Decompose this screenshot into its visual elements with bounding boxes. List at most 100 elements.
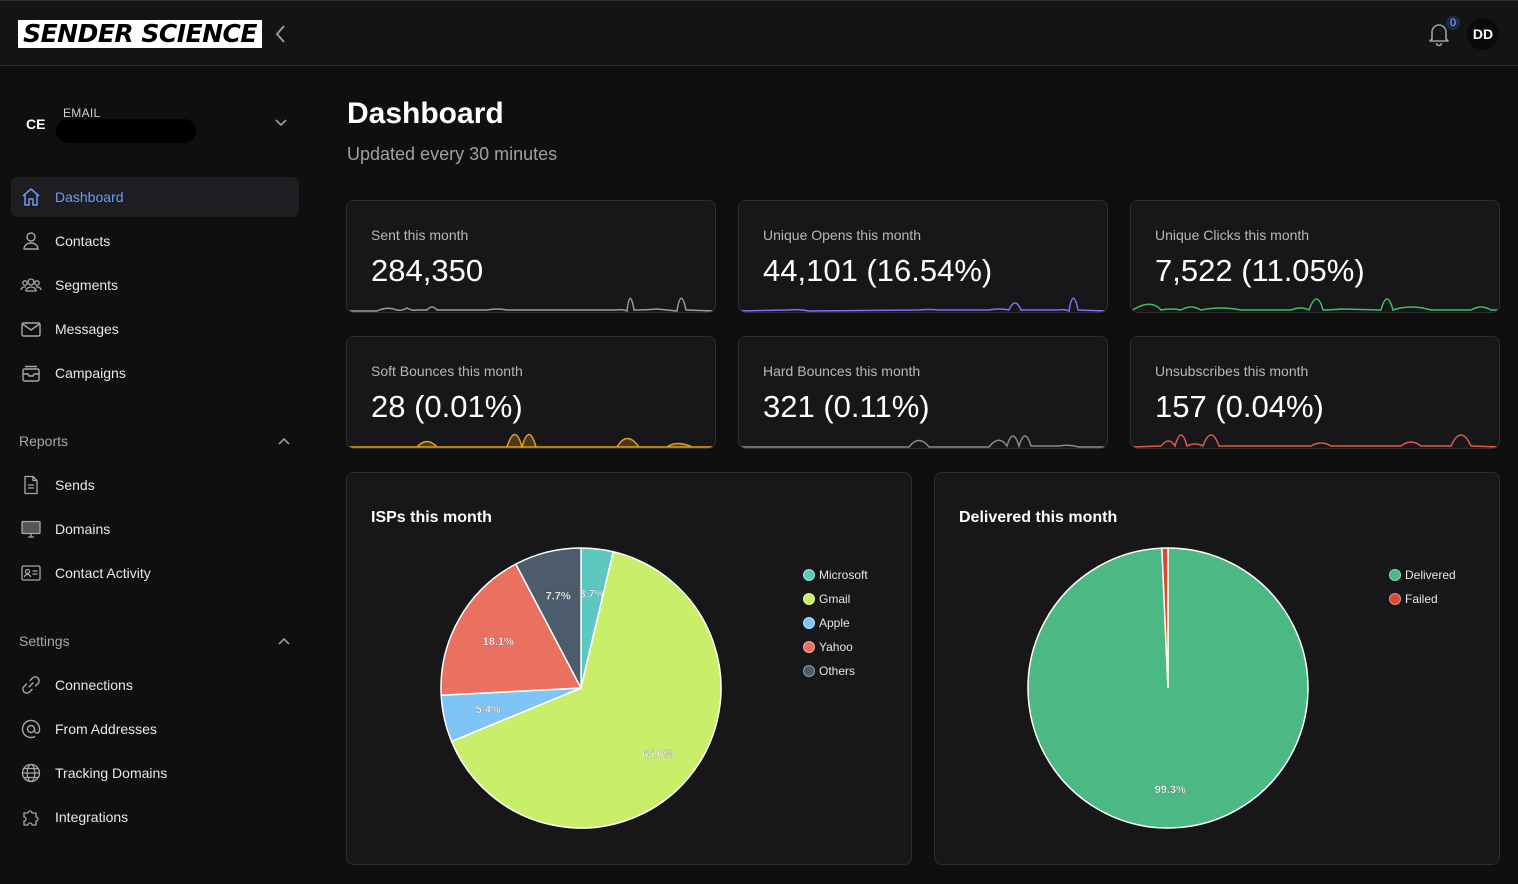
stat-label: Unsubscribes this month	[1155, 363, 1309, 379]
pie-slice-others[interactable]	[514, 547, 582, 689]
legend-swatch	[803, 617, 815, 629]
page-title: Dashboard	[347, 97, 504, 130]
legend-label: Gmail	[819, 592, 851, 606]
stat-label: Soft Bounces this month	[371, 363, 523, 379]
sidebar-item-connections[interactable]: Connections	[11, 665, 299, 705]
stat-label: Sent this month	[371, 227, 469, 243]
sidebar-item-dashboard[interactable]: Dashboard	[11, 177, 299, 217]
monitor-icon	[20, 518, 42, 540]
legend-item-others[interactable]: Others	[803, 659, 868, 683]
sidebar-item-label: Campaigns	[55, 365, 126, 381]
settings-section-label: Settings	[19, 633, 70, 649]
pie-data-label: 65.0%	[642, 748, 673, 760]
at-sign-icon	[20, 718, 42, 740]
stat-card-soft-bounces: Soft Bounces this month 28 (0.01%)	[346, 336, 716, 449]
chevron-left-icon	[275, 25, 285, 43]
sidebar-item-integrations[interactable]: Integrations	[11, 797, 299, 837]
stat-value: 7,522 (11.05%)	[1155, 253, 1365, 288]
account-name-redacted	[56, 119, 196, 143]
stat-card-unique-opens: Unique Opens this month 44,101 (16.54%)	[738, 200, 1108, 313]
logo[interactable]: SENDER SCIENCE	[18, 20, 262, 48]
legend-item-delivered[interactable]: Delivered	[1389, 563, 1456, 587]
sidebar-item-domains[interactable]: Domains	[11, 509, 299, 549]
user-avatar[interactable]: DD	[1467, 18, 1499, 50]
legend-label: Microsoft	[819, 568, 868, 582]
sidebar-item-label: Messages	[55, 321, 119, 337]
legend-item-microsoft[interactable]: Microsoft	[803, 563, 868, 587]
account-selector[interactable]: CE EMAIL	[12, 101, 298, 149]
account-label: EMAIL	[63, 106, 101, 120]
page-subtitle: Updated every 30 minutes	[347, 144, 558, 164]
chart-title: ISPs this month	[371, 509, 492, 526]
link-icon	[20, 674, 42, 696]
sidebar-item-messages[interactable]: Messages	[11, 309, 299, 349]
envelope-icon	[20, 318, 42, 340]
notification-count-badge: 0	[1446, 16, 1460, 30]
chevron-up-icon	[278, 637, 290, 645]
inbox-tray-icon	[20, 362, 42, 384]
stat-label: Unique Clicks this month	[1155, 227, 1310, 243]
sidebar-item-label: Contacts	[55, 233, 111, 249]
stat-value: 284,350	[371, 253, 484, 288]
chevron-up-icon	[278, 437, 290, 445]
id-card-icon	[20, 562, 42, 584]
notifications-button[interactable]	[1426, 21, 1452, 47]
sidebar-item-label: Tracking Domains	[55, 765, 168, 781]
users-group-icon	[20, 274, 42, 296]
stat-card-hard-bounces: Hard Bounces this month 321 (0.11%)	[738, 336, 1108, 449]
stat-value: 157 (0.04%)	[1155, 389, 1324, 424]
delivered-chart-card: Delivered this month 99.3% Delivered Fail…	[934, 472, 1500, 865]
sidebar-item-from-addresses[interactable]: From Addresses	[11, 709, 299, 749]
top-bar: SENDER SCIENCE 0 DD	[0, 0, 1518, 66]
pie-data-label: 7.7%	[546, 591, 571, 603]
sidebar-item-campaigns[interactable]: Campaigns	[11, 353, 299, 393]
sparkline	[1131, 298, 1499, 312]
user-icon	[20, 230, 42, 252]
reports-section-label: Reports	[19, 433, 69, 449]
sidebar-item-label: Segments	[55, 277, 119, 293]
sidebar-item-sends[interactable]: Sends	[11, 465, 299, 505]
pie-data-label: 5.4%	[476, 704, 501, 716]
reports-section-toggle[interactable]: Reports	[19, 431, 291, 451]
sidebar-item-label: Connections	[55, 677, 133, 693]
sparkline	[347, 433, 715, 448]
stat-card-unsubscribes: Unsubscribes this month 157 (0.04%)	[1130, 336, 1500, 449]
settings-section-toggle[interactable]: Settings	[19, 631, 291, 651]
stat-label: Unique Opens this month	[763, 227, 921, 243]
pie-slice-yahoo[interactable]	[440, 563, 583, 697]
puzzle-icon	[20, 806, 42, 828]
legend-swatch	[803, 593, 815, 605]
sparkline	[1131, 434, 1499, 448]
pie-data-label: 99.3%	[1155, 784, 1186, 796]
isp-pie-chart: 3.7% 65.0% 5.4% 18.1% 7.7%	[440, 547, 722, 829]
sidebar-item-contact-activity[interactable]: Contact Activity	[11, 553, 299, 593]
collapse-sidebar-button[interactable]	[270, 23, 290, 45]
sidebar-item-tracking-domains[interactable]: Tracking Domains	[11, 753, 299, 793]
pie-slice-gmail[interactable]	[450, 550, 722, 829]
legend-swatch	[803, 641, 815, 653]
stat-card-sent: Sent this month 284,350	[346, 200, 716, 313]
legend-label: Yahoo	[819, 640, 853, 654]
legend-swatch	[1389, 569, 1401, 581]
sidebar-item-segments[interactable]: Segments	[11, 265, 299, 305]
isp-legend: Microsoft Gmail Apple Yahoo Others	[803, 563, 868, 683]
legend-label: Apple	[819, 616, 850, 630]
legend-item-yahoo[interactable]: Yahoo	[803, 635, 868, 659]
home-icon	[20, 186, 42, 208]
pie-slice-failed[interactable]	[1161, 547, 1169, 689]
stat-value: 44,101 (16.54%)	[763, 253, 993, 288]
legend-swatch	[1389, 593, 1401, 605]
legend-item-failed[interactable]: Failed	[1389, 587, 1456, 611]
sidebar-item-label: Integrations	[55, 809, 129, 825]
delivered-pie-chart: 99.3%	[1027, 547, 1309, 829]
isp-chart-card: ISPs this month 3.7% 65.0% 5.4% 18.1% 7.7% M…	[346, 472, 912, 865]
stat-label: Hard Bounces this month	[763, 363, 921, 379]
legend-item-gmail[interactable]: Gmail	[803, 587, 868, 611]
account-initials: CE	[26, 116, 46, 132]
delivered-legend: Delivered Failed	[1389, 563, 1456, 611]
sidebar-item-contacts[interactable]: Contacts	[11, 221, 299, 261]
stat-value: 28 (0.01%)	[371, 389, 523, 424]
document-icon	[20, 474, 42, 496]
legend-label: Others	[819, 664, 856, 678]
legend-item-apple[interactable]: Apple	[803, 611, 868, 635]
